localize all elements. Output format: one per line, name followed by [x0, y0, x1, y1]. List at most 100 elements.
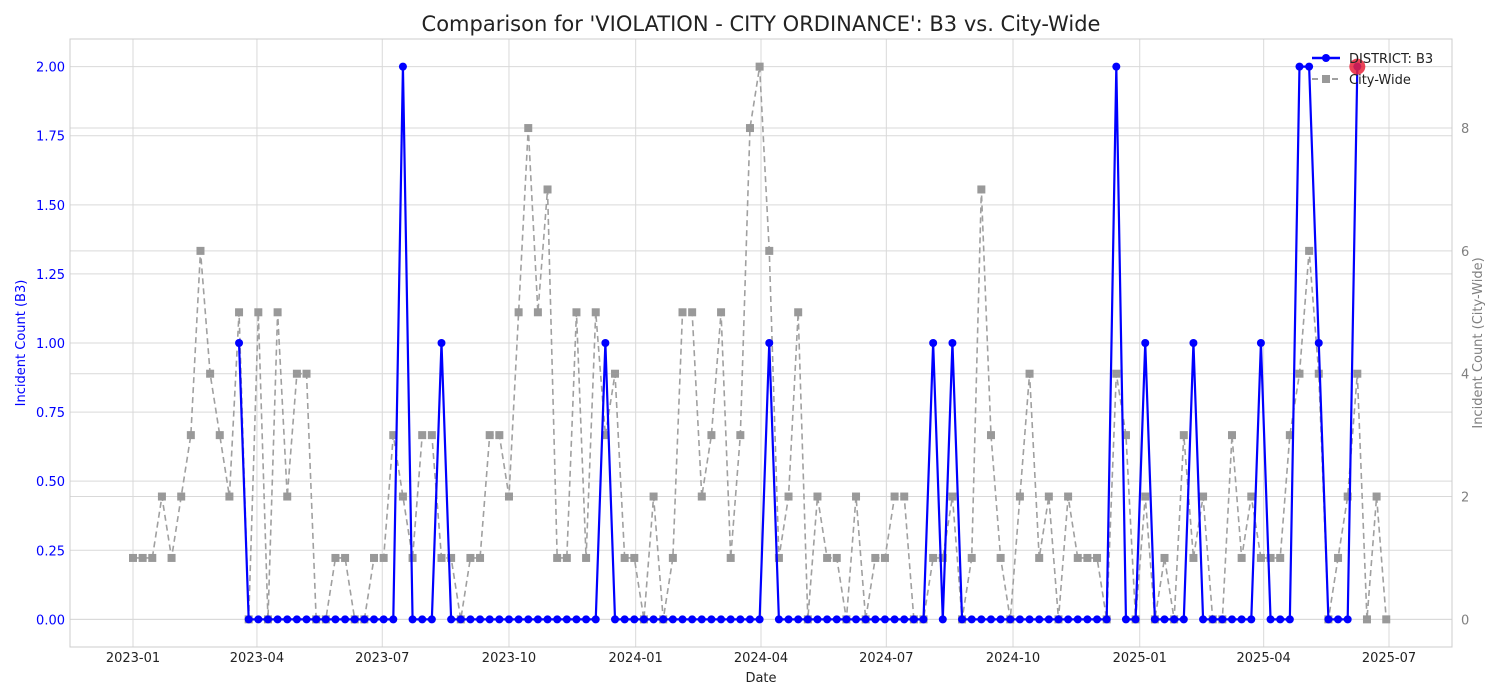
district-b3-point [813, 615, 822, 624]
city-wide-point [1083, 553, 1092, 562]
y-left-tick-label: 0.25 [36, 544, 65, 559]
district-b3-point [1218, 615, 1227, 624]
district-b3-point [341, 615, 350, 624]
chart-title: Comparison for 'VIOLATION - CITY ORDINAN… [422, 12, 1101, 36]
district-b3-point [408, 615, 417, 624]
district-b3-point [803, 615, 812, 624]
district-b3-point [427, 615, 436, 624]
y-right-tick-label: 6 [1461, 245, 1469, 260]
district-b3-point [774, 615, 783, 624]
district-b3-point [1237, 615, 1246, 624]
city-wide-point [1093, 553, 1102, 562]
city-wide-point [996, 553, 1005, 562]
district-b3-point [1015, 615, 1024, 624]
highlighted-latest-point [1349, 58, 1366, 75]
district-b3-point [938, 615, 947, 624]
district-b3-point [1054, 615, 1063, 624]
city-wide-point [1044, 492, 1053, 501]
city-wide-point [765, 246, 774, 255]
x-tick-label: 2024-01 [609, 651, 663, 666]
city-wide-point [977, 185, 986, 194]
city-wide-point [591, 308, 600, 317]
district-b3-point [1141, 339, 1150, 347]
city-wide-point [1372, 492, 1381, 501]
x-tick-label: 2024-07 [859, 651, 913, 666]
city-wide-point [620, 553, 629, 562]
city-wide-point [273, 308, 282, 317]
city-wide-point [1334, 553, 1343, 562]
district-b3-point [1150, 615, 1159, 624]
city-wide-point [1256, 553, 1265, 562]
district-b3-point [235, 339, 244, 347]
city-wide-point [225, 492, 234, 501]
district-b3-point [1343, 615, 1352, 624]
city-wide-point [774, 553, 783, 562]
y-right-tick-label: 2 [1461, 491, 1469, 506]
district-b3-point [1324, 615, 1333, 624]
district-b3-point [476, 615, 485, 624]
city-wide-point [986, 431, 995, 440]
city-wide-point [206, 369, 215, 378]
city-wide-point [900, 492, 909, 501]
city-wide-point [283, 492, 292, 501]
city-wide-point [186, 431, 195, 440]
city-wide-point [389, 431, 398, 440]
district-b3-point [832, 615, 841, 624]
district-b3-point [1093, 615, 1102, 624]
city-wide-point [736, 431, 745, 440]
city-wide-point [215, 431, 224, 440]
city-wide-point [813, 492, 822, 501]
city-wide-point [697, 492, 706, 501]
city-wide-point [254, 308, 263, 317]
district-b3-point [659, 615, 668, 624]
city-wide-point [929, 553, 938, 562]
city-wide-point [832, 553, 841, 562]
city-wide-point [379, 553, 388, 562]
city-wide-point [1064, 492, 1073, 501]
city-wide-point [524, 124, 533, 133]
district-b3-point [321, 615, 330, 624]
district-b3-point [1035, 615, 1044, 624]
district-b3-point [765, 339, 774, 347]
city-wide-point [1285, 431, 1294, 440]
district-b3-point [302, 615, 311, 624]
legend: DISTRICT: B3 City-Wide [1312, 52, 1433, 88]
district-b3-point [726, 615, 735, 624]
district-b3-point [447, 615, 456, 624]
district-b3-point [880, 615, 889, 624]
city-wide-point [649, 492, 658, 501]
district-b3-series [235, 62, 1362, 624]
y-left-tick-label: 0.50 [36, 475, 65, 490]
district-b3-point [649, 615, 658, 624]
city-wide-point [447, 553, 456, 562]
district-b3-point [1295, 62, 1304, 71]
city-wide-point [852, 492, 861, 501]
plot-frame [69, 38, 1453, 648]
district-b3-point [842, 615, 851, 624]
city-wide-point [948, 492, 957, 501]
district-b3-point [900, 615, 909, 624]
district-b3-point [1266, 615, 1275, 624]
city-wide-point [1035, 553, 1044, 562]
city-wide-point [292, 369, 301, 378]
district-b3-point [524, 615, 533, 624]
x-tick-label: 2023-10 [482, 651, 536, 666]
district-b3-point [678, 615, 687, 624]
district-b3-point [1228, 615, 1236, 624]
legend-city-marker [1322, 75, 1330, 83]
city-wide-point [1382, 615, 1391, 624]
city-wide-point [331, 553, 340, 562]
city-wide-point [129, 553, 137, 562]
city-wide-point [437, 553, 446, 562]
district-b3-point [1083, 615, 1092, 624]
city-wide-point [1189, 553, 1198, 562]
district-b3-point [1064, 615, 1073, 624]
district-b3-point [418, 615, 427, 624]
district-b3-point [254, 615, 263, 624]
district-b3-point [485, 615, 494, 624]
city-wide-point [177, 492, 186, 501]
city-wide-point [688, 308, 697, 317]
district-b3-point [707, 615, 716, 624]
district-b3-point [504, 615, 513, 624]
district-b3-point [601, 339, 610, 347]
